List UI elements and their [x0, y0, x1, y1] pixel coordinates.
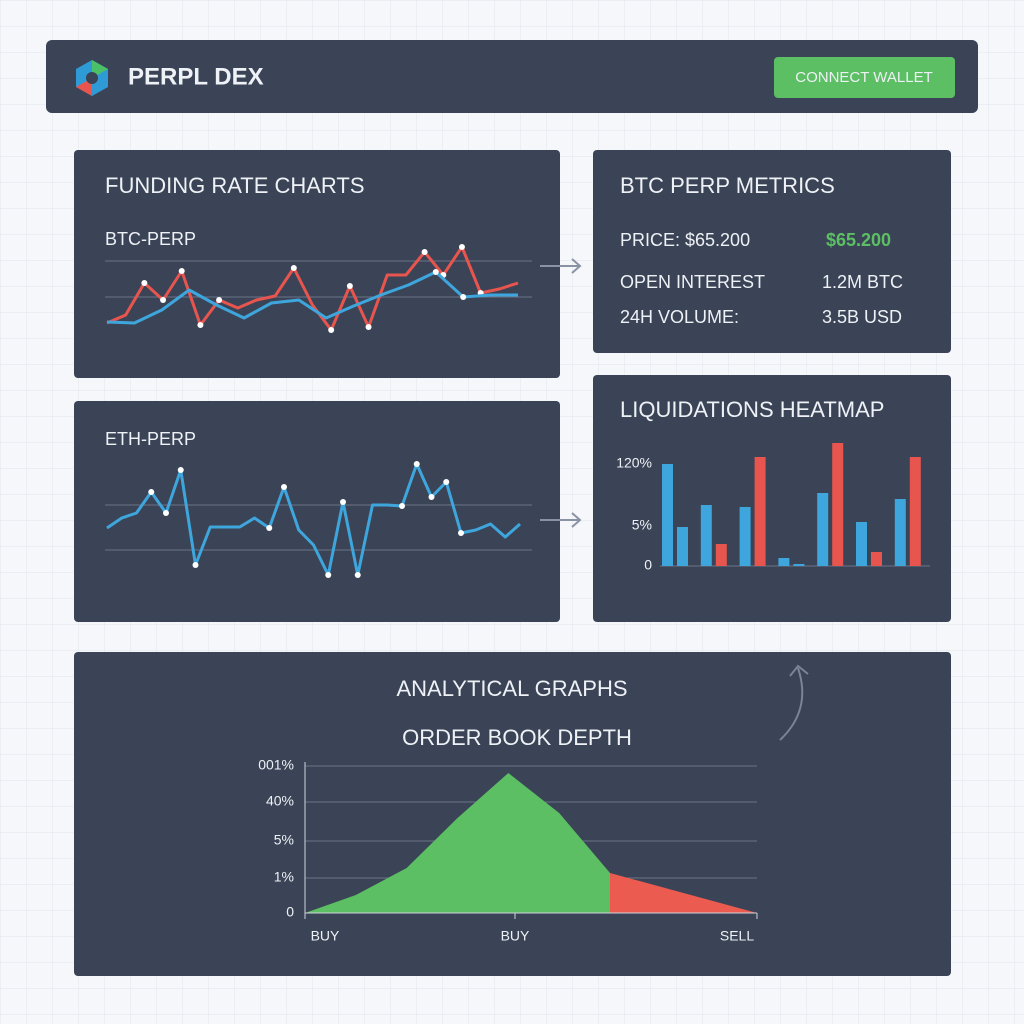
x-tick-label: BUY: [501, 928, 530, 944]
chart-label: BTC-PERP: [105, 229, 196, 249]
funding-panel: [74, 150, 560, 378]
bar: [677, 527, 688, 566]
point-marker: [290, 265, 297, 271]
bar: [856, 522, 867, 566]
chart-label: ETH-PERP: [105, 429, 196, 449]
bar: [793, 564, 805, 566]
point-marker: [458, 244, 465, 250]
line-series: [106, 245, 519, 332]
panel-title: ANALYTICAL GRAPHS: [396, 676, 627, 701]
arrow: [540, 512, 582, 528]
point-marker: [148, 489, 155, 495]
y-tick-label: 5%: [274, 832, 294, 848]
y-tick-label: 40%: [266, 793, 294, 809]
arrow: [779, 664, 809, 741]
metrics-panel: [593, 150, 951, 353]
header-bar: [46, 40, 978, 113]
x-tick-label: SELL: [720, 928, 754, 944]
metric-value: 1.2M BTC: [822, 272, 903, 292]
depth-area: [610, 873, 757, 913]
point-marker: [340, 499, 346, 505]
point-marker: [328, 327, 335, 333]
point-marker: [354, 572, 361, 578]
brand: PERPL DEX: [128, 63, 264, 90]
metric-label: OPEN INTEREST: [620, 272, 765, 292]
y-tick-label: 001%: [258, 757, 294, 773]
depth-area: [305, 773, 610, 913]
point-marker: [160, 297, 167, 303]
point-marker: [399, 503, 405, 509]
bar: [832, 443, 844, 566]
bar: [778, 558, 790, 566]
y-tick-label: 1%: [274, 869, 294, 885]
bar: [662, 464, 673, 566]
point-marker: [421, 249, 428, 255]
line-series: [106, 270, 518, 325]
metric-label: 24H VOLUME:: [620, 307, 739, 327]
y-tick-label: 120%: [616, 455, 652, 471]
metric-label: PRICE: $65.200: [620, 230, 750, 250]
connect-wallet-label[interactable]: CONNECT WALLET: [795, 69, 933, 86]
bar: [739, 507, 751, 566]
point-marker: [192, 562, 199, 568]
point-marker: [266, 525, 273, 531]
point-marker: [325, 572, 332, 578]
point-marker: [432, 269, 439, 275]
point-marker: [177, 467, 184, 473]
x-tick-label: BUY: [311, 928, 340, 944]
y-tick-label: 0: [644, 557, 652, 573]
point-marker: [141, 280, 148, 286]
point-marker: [163, 510, 169, 516]
connect-wallet-button[interactable]: [774, 57, 955, 98]
bar: [894, 499, 906, 566]
arrow: [540, 258, 582, 274]
point-marker: [443, 479, 450, 485]
bar: [754, 457, 766, 566]
metric-value: $65.200: [826, 230, 891, 250]
point-marker: [365, 324, 372, 330]
point-marker: [281, 484, 287, 490]
point-marker: [413, 461, 420, 467]
logo: [76, 60, 108, 96]
bar: [700, 505, 712, 566]
point-marker: [197, 322, 204, 328]
y-tick-label: 5%: [632, 517, 652, 533]
panel-title: FUNDING RATE CHARTS: [105, 173, 365, 198]
point-marker: [460, 294, 467, 300]
chart-title: ORDER BOOK DEPTH: [402, 725, 632, 750]
line-series: [106, 462, 521, 577]
y-tick-label: 0: [286, 904, 294, 920]
bar: [715, 544, 727, 566]
bar: [909, 457, 921, 566]
point-marker: [346, 283, 353, 289]
point-marker: [178, 268, 185, 274]
point-marker: [216, 297, 223, 303]
bar: [817, 493, 829, 566]
panel-title: BTC PERP METRICS: [620, 173, 835, 198]
point-marker: [458, 530, 464, 536]
bar: [871, 552, 882, 566]
point-marker: [428, 494, 435, 500]
panel-title: LIQUIDATIONS HEATMAP: [620, 397, 884, 422]
metric-value: 3.5B USD: [822, 307, 902, 327]
